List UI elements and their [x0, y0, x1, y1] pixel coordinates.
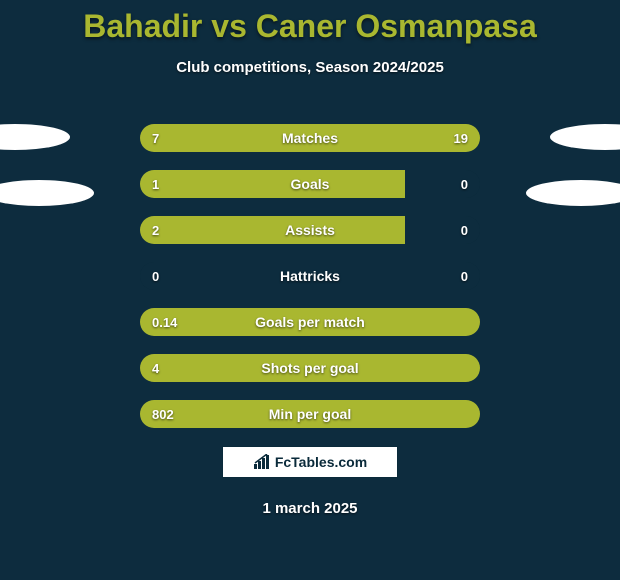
- gap-segment: [140, 262, 480, 290]
- stat-row: Shots per goal4: [140, 354, 480, 382]
- left-segment: [140, 170, 405, 198]
- left-segment: [140, 124, 232, 152]
- right-ellipse-group: [550, 124, 620, 206]
- gap-segment: [405, 170, 480, 198]
- gap-segment: [405, 216, 480, 244]
- stat-row: Matches719: [140, 124, 480, 152]
- left-segment: [140, 400, 480, 428]
- left-segment: [140, 216, 405, 244]
- stat-row: Hattricks00: [140, 262, 480, 290]
- decorative-ellipse: [0, 124, 70, 150]
- page-title: Bahadir vs Caner Osmanpasa: [0, 0, 620, 45]
- decorative-ellipse: [550, 124, 620, 150]
- brand-chart-icon: [253, 454, 271, 470]
- decorative-ellipse: [0, 180, 94, 206]
- left-segment: [140, 354, 480, 382]
- stat-row: Min per goal802: [140, 400, 480, 428]
- brand-badge: FcTables.com: [222, 446, 398, 478]
- brand-text: FcTables.com: [275, 454, 367, 470]
- stat-row: Goals10: [140, 170, 480, 198]
- subtitle: Club competitions, Season 2024/2025: [0, 59, 620, 76]
- stage: Bahadir vs Caner Osmanpasa Club competit…: [0, 0, 620, 580]
- decorative-ellipse: [526, 180, 620, 206]
- stat-row: Goals per match0.14: [140, 308, 480, 336]
- left-segment: [140, 308, 480, 336]
- stat-row: Assists20: [140, 216, 480, 244]
- left-ellipse-group: [0, 124, 94, 206]
- right-segment: [232, 124, 480, 152]
- date-label: 1 march 2025: [262, 500, 357, 517]
- comparison-bars: Matches719 Goals10 Assists20 Hattricks00 Goa…: [140, 124, 480, 428]
